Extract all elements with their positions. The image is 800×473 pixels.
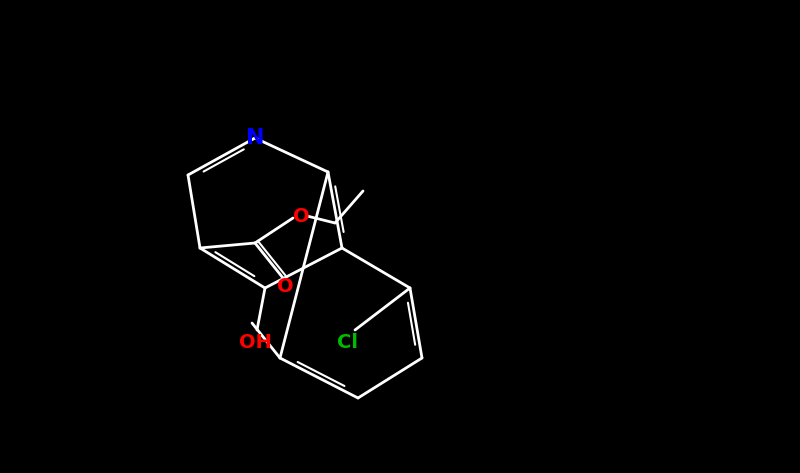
Text: OH: OH	[238, 333, 271, 351]
Text: Cl: Cl	[337, 333, 358, 351]
Text: O: O	[277, 277, 294, 296]
Text: O: O	[293, 207, 310, 226]
Text: N: N	[246, 128, 264, 148]
